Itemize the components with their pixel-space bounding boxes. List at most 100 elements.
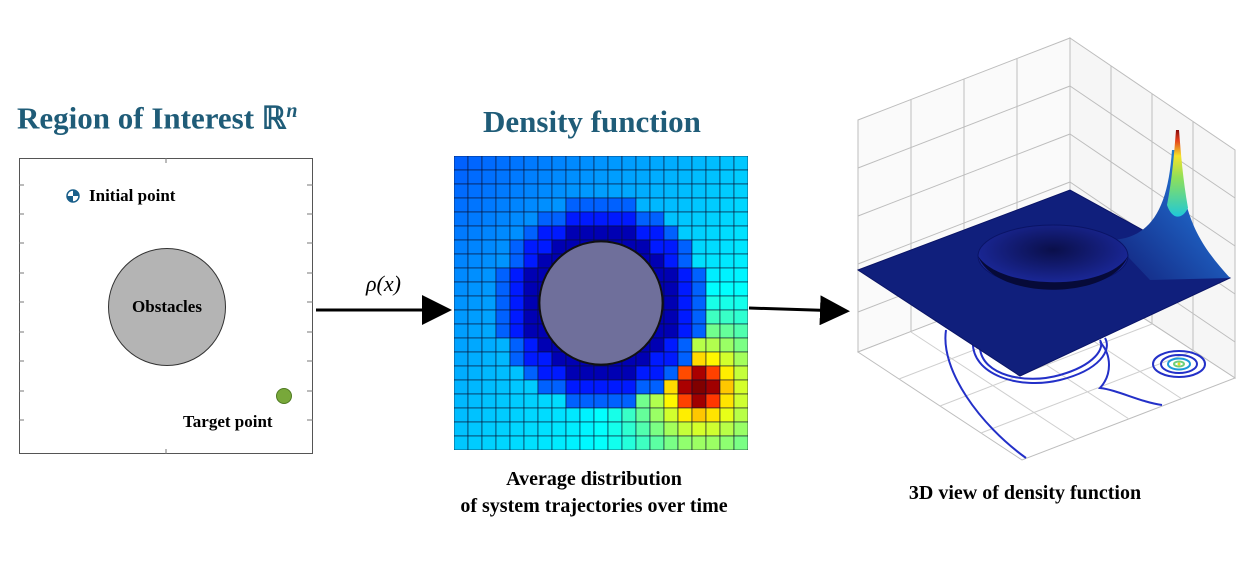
heatmap-cell [691, 351, 707, 367]
heatmap-cell [551, 351, 567, 367]
heatmap-cell [621, 183, 637, 199]
heatmap-cell [649, 169, 665, 185]
heatmap-cell [691, 393, 707, 409]
heatmap-cell [523, 211, 539, 227]
3d-contours [944, 329, 1206, 459]
heatmap-cell [509, 309, 525, 325]
heatmap-cell [467, 281, 483, 297]
heatmap-cell [705, 281, 721, 297]
heatmap-cell [509, 435, 525, 450]
heatmap-cell [565, 379, 581, 395]
heatmap-cell [733, 351, 748, 367]
heatmap-cell [621, 421, 637, 437]
heatmap-cell [649, 183, 665, 199]
heatmap-cell [691, 309, 707, 325]
heatmap-cell [607, 183, 623, 199]
3d-density-surface [856, 130, 1232, 377]
heatmap-cell [733, 323, 748, 339]
heatmap-cell [621, 225, 637, 241]
heatmap-cell [454, 267, 469, 283]
heatmap-cell [551, 365, 567, 381]
heatmap-cell [509, 421, 525, 437]
heatmap-cell [565, 197, 581, 213]
heatmap-cell [454, 211, 469, 227]
heatmap-cell [677, 337, 693, 353]
heatmap-cell [509, 253, 525, 269]
heatmap-cell [691, 253, 707, 269]
heatmap-cell [663, 323, 679, 339]
heatmap-cell [607, 393, 623, 409]
heatmap-cell [481, 337, 497, 353]
heatmap-cell [495, 281, 511, 297]
heatmap-cell [481, 169, 497, 185]
heatmap-cell [705, 393, 721, 409]
heatmap-cell [733, 197, 748, 213]
heatmap-cell [579, 435, 595, 450]
heatmap-cell [719, 337, 735, 353]
heatmap-cell [677, 267, 693, 283]
heatmap-cell [537, 253, 553, 269]
heatmap-cell [677, 211, 693, 227]
heatmap-cell [649, 393, 665, 409]
heatmap-cell [663, 281, 679, 297]
heatmap-cell [719, 309, 735, 325]
heatmap-cell [454, 323, 469, 339]
heatmap-cell [705, 407, 721, 423]
heatmap-cell [523, 281, 539, 297]
heatmap-cell [495, 169, 511, 185]
heatmap-cell [593, 435, 609, 450]
heatmap-cell [523, 253, 539, 269]
heatmap-cell [467, 407, 483, 423]
heatmap-cell [593, 393, 609, 409]
heatmap-cell [663, 407, 679, 423]
heatmap-cell [677, 156, 693, 171]
heatmap-cell [607, 225, 623, 241]
heatmap-cell [649, 379, 665, 395]
heatmap-cell [454, 225, 469, 241]
heatmap-cell [607, 169, 623, 185]
heatmap-cell [495, 309, 511, 325]
heatmap-cell [663, 169, 679, 185]
heatmap-cell [454, 379, 469, 395]
heatmap-cell [691, 407, 707, 423]
heatmap-cell [551, 211, 567, 227]
heatmap-cell [537, 421, 553, 437]
target-point-marker [276, 388, 292, 404]
heatmap-cell [649, 421, 665, 437]
heatmap-cell [551, 169, 567, 185]
heatmap-cell [705, 309, 721, 325]
heatmap-cell [691, 183, 707, 199]
heatmap-cell [467, 239, 483, 255]
heatmap-cell [719, 393, 735, 409]
heatmap-cell [495, 156, 511, 171]
heatmap-cell [551, 435, 567, 450]
heatmap-cell [677, 183, 693, 199]
density-caption-line1: Average distribution [506, 468, 682, 490]
heatmap-cell [523, 197, 539, 213]
heatmap-cell [454, 435, 469, 450]
heatmap-cell [649, 156, 665, 171]
heatmap-cell [454, 253, 469, 269]
heatmap-cell [579, 156, 595, 171]
heatmap-cell [481, 309, 497, 325]
heatmap-cell [677, 379, 693, 395]
heatmap-cell [481, 239, 497, 255]
heatmap-cell [509, 183, 525, 199]
heatmap-cell [481, 183, 497, 199]
heatmap-cell [523, 169, 539, 185]
heatmap-cell [719, 323, 735, 339]
heatmap-cell [705, 156, 721, 171]
heatmap-cell [691, 239, 707, 255]
heatmap-cell [481, 407, 497, 423]
heatmap-cell [495, 211, 511, 227]
heatmap-cell [565, 211, 581, 227]
heatmap-cell [481, 295, 497, 311]
obstacle-label: Obstacles [132, 297, 202, 316]
heatmap-cell [677, 407, 693, 423]
heatmap-cell [523, 267, 539, 283]
heatmap-cell [733, 337, 748, 353]
heatmap-cell [579, 365, 595, 381]
heatmap-cell [733, 435, 748, 450]
heatmap-cell [593, 365, 609, 381]
heatmap-cell [677, 295, 693, 311]
